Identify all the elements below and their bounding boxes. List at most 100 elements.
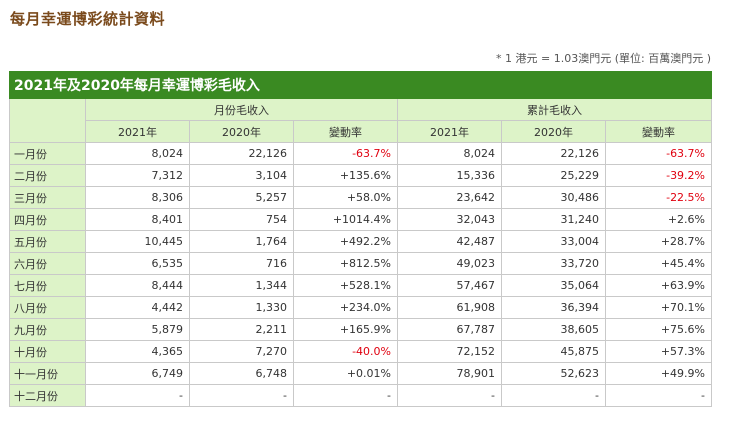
revenue-cell: 1,764 (189, 230, 294, 253)
change-rate-cell: +28.7% (604, 230, 713, 253)
revenue-cell: 31,240 (501, 208, 606, 231)
revenue-cell: 754 (189, 208, 294, 231)
revenue-cell: 8,024 (85, 142, 190, 165)
change-rate-cell: +63.9% (604, 274, 713, 297)
revenue-cell: 32,043 (397, 208, 502, 231)
revenue-cell: 10,445 (85, 230, 190, 253)
month-label: 十一月份 (9, 362, 86, 385)
revenue-cell: 30,486 (501, 186, 606, 209)
change-rate-cell: - (293, 384, 398, 407)
col-header-2020: 2020年 (189, 120, 294, 143)
change-rate-cell: +528.1% (293, 274, 398, 297)
change-rate-cell: -39.2% (604, 164, 713, 187)
table-row: 十月份 4,365 7,270 -40.0% 72,152 45,875 +57.3% (9, 340, 713, 363)
table-row: 十一月份 6,749 6,748 +0.01% 78,901 52,623 +49.9% (9, 362, 713, 385)
table-row: 七月份 8,444 1,344 +528.1% 57,467 35,064 +63.9% (9, 274, 713, 297)
table-row: 二月份 7,312 3,104 +135.6% 15,336 25,229 -39.2% (9, 164, 713, 187)
revenue-cell: - (85, 384, 190, 407)
revenue-cell: 7,270 (189, 340, 294, 363)
revenue-cell: 8,306 (85, 186, 190, 209)
revenue-cell: 1,344 (189, 274, 294, 297)
table-body: 一月份 8,024 22,126 -63.7% 8,024 22,126 -63.7% 二月份… (9, 142, 713, 407)
month-label: 四月份 (9, 208, 86, 231)
change-rate-cell: +45.4% (604, 252, 713, 275)
revenue-cell: 6,749 (85, 362, 190, 385)
revenue-cell: 7,312 (85, 164, 190, 187)
revenue-cell: 57,467 (397, 274, 502, 297)
table-row: 九月份 5,879 2,211 +165.9% 67,787 38,605 +75.6% (9, 318, 713, 341)
change-rate-cell: +57.3% (604, 340, 713, 363)
revenue-cell: 33,004 (501, 230, 606, 253)
revenue-cell: 1,330 (189, 296, 294, 319)
month-label: 三月份 (9, 186, 86, 209)
change-rate-cell: +812.5% (293, 252, 398, 275)
revenue-cell: 49,023 (397, 252, 502, 275)
change-rate-cell: +2.6% (604, 208, 713, 231)
change-rate-cell: +0.01% (293, 362, 398, 385)
revenue-cell: 8,444 (85, 274, 190, 297)
revenue-cell: - (501, 384, 606, 407)
change-rate-cell: -63.7% (293, 142, 398, 165)
revenue-cell: 67,787 (397, 318, 502, 341)
revenue-cell: 716 (189, 252, 294, 275)
revenue-cell: 6,748 (189, 362, 294, 385)
month-label: 二月份 (9, 164, 86, 187)
table-row: 四月份 8,401 754 +1014.4% 32,043 31,240 +2.6% (9, 208, 713, 231)
month-label: 九月份 (9, 318, 86, 341)
revenue-cell: 3,104 (189, 164, 294, 187)
revenue-cell: 5,257 (189, 186, 294, 209)
revenue-cell: 5,879 (85, 318, 190, 341)
revenue-table-container: 2021年及2020年每月幸運博彩毛收入 月份毛收入 累計毛收入 2021年 2… (8, 71, 713, 407)
revenue-cell: 52,623 (501, 362, 606, 385)
table-row: 三月份 8,306 5,257 +58.0% 23,642 30,486 -22.5% (9, 186, 713, 209)
change-rate-cell: +58.0% (293, 186, 398, 209)
table-row: 五月份 10,445 1,764 +492.2% 42,487 33,004 +28.7% (9, 230, 713, 253)
revenue-cell: 45,875 (501, 340, 606, 363)
revenue-cell: 42,487 (397, 230, 502, 253)
revenue-cell: 36,394 (501, 296, 606, 319)
change-rate-cell: -63.7% (604, 142, 713, 165)
revenue-cell: 78,901 (397, 362, 502, 385)
currency-note: * 1 港元 = 1.03澳門元 (單位: 百萬澳門元 ) (496, 52, 711, 65)
revenue-cell: - (397, 384, 502, 407)
month-label: 七月份 (9, 274, 86, 297)
change-rate-cell: +135.6% (293, 164, 398, 187)
change-rate-cell: -40.0% (293, 340, 398, 363)
month-label: 五月份 (9, 230, 86, 253)
change-rate-cell: - (604, 384, 713, 407)
col-header-cum-2020: 2020年 (501, 120, 606, 143)
month-label: 十二月份 (9, 384, 86, 407)
revenue-cell: - (189, 384, 294, 407)
month-label: 八月份 (9, 296, 86, 319)
revenue-cell: 61,908 (397, 296, 502, 319)
revenue-cell: 72,152 (397, 340, 502, 363)
revenue-cell: 4,442 (85, 296, 190, 319)
group-header-monthly: 月份毛收入 (85, 98, 398, 121)
revenue-cell: 22,126 (189, 142, 294, 165)
change-rate-cell: +165.9% (293, 318, 398, 341)
revenue-cell: 4,365 (85, 340, 190, 363)
group-header-cumulative: 累計毛收入 (396, 98, 713, 121)
change-rate-cell: -22.5% (604, 186, 713, 209)
revenue-cell: 6,535 (85, 252, 190, 275)
col-header-change: 變動率 (293, 120, 398, 143)
col-header-cum-2021: 2021年 (397, 120, 502, 143)
col-header-2021: 2021年 (85, 120, 190, 143)
month-label: 十月份 (9, 340, 86, 363)
revenue-cell: 15,336 (397, 164, 502, 187)
change-rate-cell: +234.0% (293, 296, 398, 319)
change-rate-cell: +1014.4% (293, 208, 398, 231)
revenue-cell: 8,401 (85, 208, 190, 231)
month-label: 六月份 (9, 252, 86, 275)
revenue-cell: 22,126 (501, 142, 606, 165)
table-row: 八月份 4,442 1,330 +234.0% 61,908 36,394 +70.1% (9, 296, 713, 319)
change-rate-cell: +70.1% (604, 296, 713, 319)
table-row: 六月份 6,535 716 +812.5% 49,023 33,720 +45.4% (9, 252, 713, 275)
revenue-cell: 23,642 (397, 186, 502, 209)
change-rate-cell: +492.2% (293, 230, 398, 253)
table-caption: 2021年及2020年每月幸運博彩毛收入 (8, 71, 713, 99)
revenue-cell: 25,229 (501, 164, 606, 187)
revenue-cell: 8,024 (397, 142, 502, 165)
change-rate-cell: +75.6% (604, 318, 713, 341)
revenue-cell: 33,720 (501, 252, 606, 275)
